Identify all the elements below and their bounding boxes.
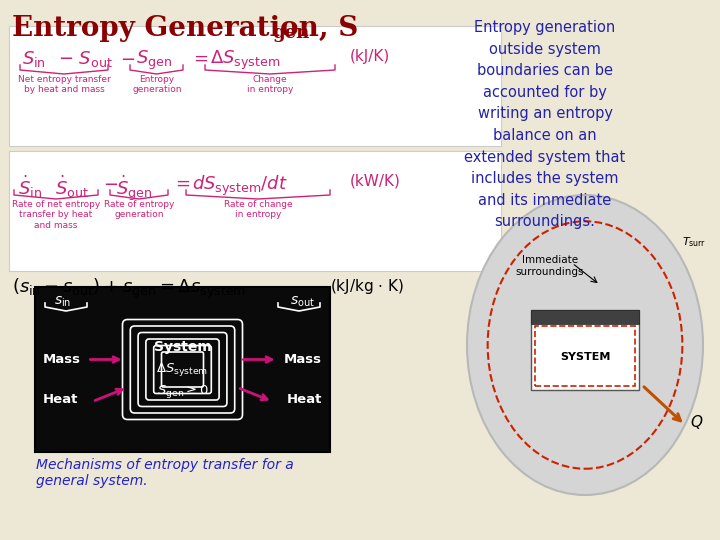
Text: Entropy generation
outside system
boundaries can be
accounted for by
writing an : Entropy generation outside system bounda… — [464, 20, 626, 230]
Text: Heat: Heat — [287, 393, 322, 406]
Ellipse shape — [467, 195, 703, 495]
Text: $\dot{S}_\mathrm{in}$: $\dot{S}_\mathrm{in}$ — [18, 174, 42, 200]
Text: Entropy Generation, S: Entropy Generation, S — [12, 15, 359, 42]
Text: (kJ/K): (kJ/K) — [350, 49, 390, 64]
Text: System: System — [153, 341, 212, 354]
Text: Immediate
surroundings: Immediate surroundings — [516, 255, 584, 276]
Text: Change
in entropy: Change in entropy — [247, 75, 293, 94]
Text: $-\ S_\mathrm{out}$: $-\ S_\mathrm{out}$ — [58, 49, 113, 69]
Text: Rate of change
in entropy: Rate of change in entropy — [224, 200, 292, 219]
Text: $\dot{S}_\mathrm{out}$: $\dot{S}_\mathrm{out}$ — [55, 174, 89, 200]
Text: $S_\mathrm{in}$: $S_\mathrm{in}$ — [22, 49, 46, 69]
Text: Net entropy transfer
by heat and mass: Net entropy transfer by heat and mass — [17, 75, 110, 94]
Text: $(s_\mathrm{in} - s_\mathrm{out}) + s_\mathrm{gen} = \Delta s_\mathrm{system}$: $(s_\mathrm{in} - s_\mathrm{out}) + s_\m… — [12, 277, 246, 301]
Text: Mass: Mass — [43, 353, 81, 366]
FancyBboxPatch shape — [531, 310, 639, 390]
Text: Heat: Heat — [43, 393, 78, 406]
Text: gen: gen — [272, 24, 310, 42]
FancyBboxPatch shape — [9, 26, 501, 146]
Text: Mass: Mass — [284, 353, 322, 366]
Text: $T_\mathrm{surr}$: $T_\mathrm{surr}$ — [682, 235, 706, 249]
Text: $-$: $-$ — [103, 174, 118, 192]
Text: $S_\mathrm{gen}$: $S_\mathrm{gen}$ — [136, 49, 172, 72]
Text: $S_\mathrm{gen} \geq 0$: $S_\mathrm{gen} \geq 0$ — [156, 383, 209, 400]
Text: $-$: $-$ — [120, 49, 135, 67]
Text: Entropy
generation: Entropy generation — [132, 75, 181, 94]
FancyBboxPatch shape — [531, 310, 639, 324]
Text: $s_\mathrm{out}$: $s_\mathrm{out}$ — [289, 295, 315, 309]
Text: (kJ/kg $\cdot$ K): (kJ/kg $\cdot$ K) — [330, 277, 404, 296]
Text: $=$: $=$ — [172, 174, 191, 192]
FancyBboxPatch shape — [35, 287, 330, 452]
Text: $Q$: $Q$ — [690, 413, 703, 431]
Text: (kW/K): (kW/K) — [350, 174, 401, 189]
Text: $s_\mathrm{in}$: $s_\mathrm{in}$ — [54, 295, 72, 309]
FancyBboxPatch shape — [9, 151, 501, 271]
Text: $=$: $=$ — [190, 49, 209, 67]
Text: $dS_\mathrm{system}/dt$: $dS_\mathrm{system}/dt$ — [192, 174, 288, 198]
Text: $\dot{S}_\mathrm{gen}$: $\dot{S}_\mathrm{gen}$ — [116, 174, 153, 204]
Text: $\Delta S_\mathrm{system}$: $\Delta S_\mathrm{system}$ — [156, 361, 209, 378]
Text: Rate of entropy
generation: Rate of entropy generation — [104, 200, 174, 219]
Text: $\Delta S_\mathrm{system}$: $\Delta S_\mathrm{system}$ — [210, 49, 280, 72]
Text: SYSTEM: SYSTEM — [560, 352, 610, 362]
Text: Mechanisms of entropy transfer for a
general system.: Mechanisms of entropy transfer for a gen… — [36, 458, 294, 488]
Text: Rate of net entropy
transfer by heat
and mass: Rate of net entropy transfer by heat and… — [12, 200, 100, 230]
